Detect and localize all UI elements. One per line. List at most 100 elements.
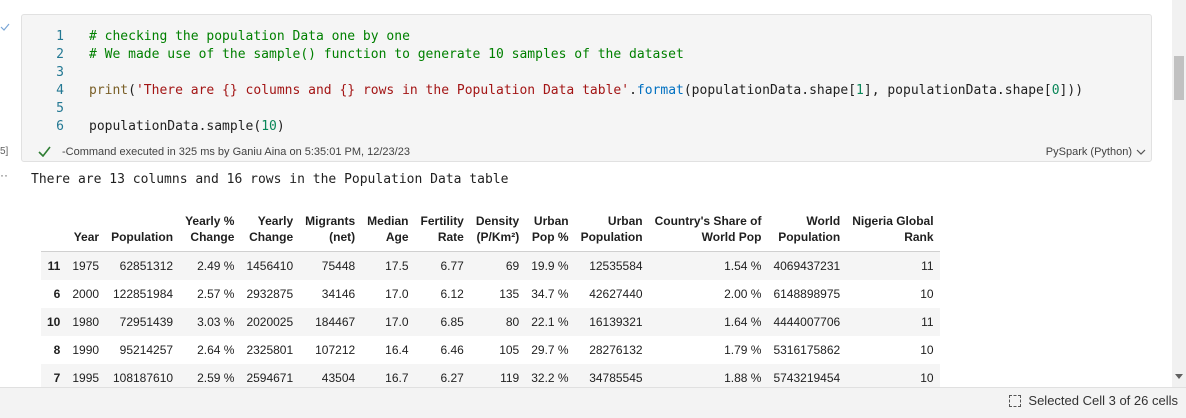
table-cell: 105 — [499, 343, 520, 357]
table-cell: 28276132 — [589, 343, 643, 357]
table-cell: 11 — [846, 251, 940, 280]
column-header-line1: Median — [367, 214, 409, 228]
table-cell: 5316175862 — [773, 343, 841, 357]
code-line[interactable]: 1 # checking the population Data one by o… — [22, 28, 1122, 46]
check-icon — [38, 146, 51, 157]
column-header-line1: World — [806, 214, 841, 228]
table-cell: 6.85 — [414, 308, 470, 336]
table-cell: 17.0 — [361, 308, 415, 336]
code-token: . — [629, 83, 637, 98]
column-header: Urban Pop % — [525, 213, 575, 252]
column-header: Yearly Change — [240, 213, 300, 252]
code-line-content: populationData.sample(10) — [89, 118, 285, 136]
column-header-line2: Population — [580, 230, 643, 244]
table-cell: 2.64 % — [197, 343, 235, 357]
column-header: Year — [66, 213, 106, 252]
table-row: 8 1990 95214257 2.64 % 2325801 107212 16.4 6.46… — [41, 336, 940, 364]
table-cell: 1456410 — [240, 251, 300, 280]
column-header — [41, 213, 67, 252]
code-token: ])) — [1059, 83, 1084, 98]
table-cell: 1980 — [66, 308, 106, 336]
execution-message: -Command executed in 325 ms by Ganiu Ain… — [62, 146, 410, 158]
vertical-scrollbar[interactable] — [1172, 0, 1186, 387]
column-header-line1: Fertility — [420, 214, 464, 228]
line-number: 5 — [56, 101, 64, 116]
column-header: Country's Share of World Pop — [648, 213, 768, 252]
selection-icon — [1009, 394, 1022, 407]
code-token: ) — [276, 119, 285, 134]
line-number: 1 — [56, 29, 64, 44]
table-cell: 1.54 % — [648, 251, 768, 280]
code-token: 1 — [856, 83, 864, 98]
table-cell: 6.46 — [440, 343, 464, 357]
table-cell: 22.1 % — [525, 308, 575, 336]
code-line[interactable]: 2 # We made use of the sample() function … — [22, 46, 1122, 64]
column-header-line2: Change — [190, 230, 235, 244]
table-cell: 3.03 % — [179, 308, 241, 336]
code-token: 0 — [1051, 83, 1060, 98]
table-cell: 4444007706 — [767, 308, 847, 336]
table-cell: 42627440 — [589, 287, 643, 301]
selected-cell-text: Selected Cell 3 of 26 cells — [1028, 393, 1178, 408]
table-cell: 16139321 — [574, 308, 649, 336]
code-editor[interactable]: 1 # checking the population Data one by o… — [22, 28, 1122, 136]
row-index: 8 — [53, 343, 61, 357]
table-cell: 62851312 — [105, 251, 180, 280]
code-token: (populationData.shape[ — [683, 83, 857, 98]
column-header: Fertility Rate — [414, 213, 470, 252]
code-line[interactable]: 3 — [22, 64, 1122, 82]
table-cell: 135 — [499, 287, 520, 301]
table-cell: 95214257 — [119, 343, 174, 357]
column-header: Nigeria Global Rank — [846, 213, 940, 252]
column-header-line1: Urban — [533, 214, 569, 228]
selected-cell-indicator: Selected Cell 3 of 26 cells — [1009, 393, 1178, 408]
column-header-line2: Rate — [437, 230, 464, 244]
column-header-line2: (P/Km²) — [476, 230, 520, 244]
column-header-line2: Population — [111, 230, 174, 244]
table-cell: 72951439 — [105, 308, 180, 336]
column-header-line2: Population — [778, 230, 841, 244]
scroll-down-arrow-icon[interactable] — [1175, 374, 1183, 380]
code-token: populationData.sample( — [89, 119, 262, 134]
column-header-line2: Pop % — [531, 230, 569, 244]
table-cell: 10 — [920, 287, 934, 301]
column-header-line2: Year — [73, 230, 100, 244]
table-cell: 17.5 — [361, 251, 415, 280]
table-cell: 17.0 — [385, 287, 409, 301]
output-marker: ·· — [0, 168, 8, 182]
table-cell: 34146 — [321, 287, 356, 301]
table-row: 11 1975 62851312 2.49 % 1456410 75448 17.5 6.77… — [41, 251, 940, 280]
column-header-line1: Nigeria Global — [852, 214, 934, 228]
column-header-line1: Yearly — [257, 214, 294, 228]
column-header-line1: Density — [475, 214, 520, 228]
table-cell: 184467 — [299, 308, 362, 336]
column-header: Density (P/Km²) — [469, 213, 526, 252]
code-line[interactable]: 5 — [22, 100, 1122, 118]
table-cell: 10 — [920, 343, 934, 357]
code-line[interactable]: 4 print('There are {} columns and {} rows… — [22, 82, 1122, 100]
table-row: 10 1980 72951439 3.03 % 2020025 184467 17.0 6.8… — [41, 308, 940, 336]
table-cell: 2.57 % — [197, 287, 235, 301]
table-cell: 19.9 % — [525, 251, 575, 280]
code-token: ( — [128, 83, 136, 98]
table-cell: 11 — [846, 308, 940, 336]
code-cell[interactable]: 1 # checking the population Data one by o… — [21, 14, 1152, 162]
code-token: # checking the population Data one by on… — [89, 29, 410, 44]
table-cell: 75448 — [299, 251, 362, 280]
row-index: 10 — [41, 308, 67, 336]
execution-count: 5] — [0, 146, 9, 157]
scrollbar-thumb[interactable] — [1174, 56, 1184, 100]
row-index: 6 — [53, 287, 61, 301]
column-header-line1: Urban — [607, 214, 643, 228]
chevron-down-icon[interactable] — [1136, 148, 1146, 156]
code-line[interactable]: 6 populationData.sample(10) — [22, 118, 1122, 136]
language-selector[interactable]: PySpark (Python) — [1045, 146, 1132, 158]
column-header-line2: World Pop — [701, 230, 762, 244]
column-header-line1: Country's Share of — [654, 214, 762, 228]
table-cell: 2020025 — [240, 308, 300, 336]
table-cell: 2000 — [72, 287, 100, 301]
line-number: 2 — [56, 47, 64, 62]
table-cell: 69 — [469, 251, 526, 280]
table-cell: 80 — [469, 308, 526, 336]
table-cell: 107212 — [315, 343, 356, 357]
